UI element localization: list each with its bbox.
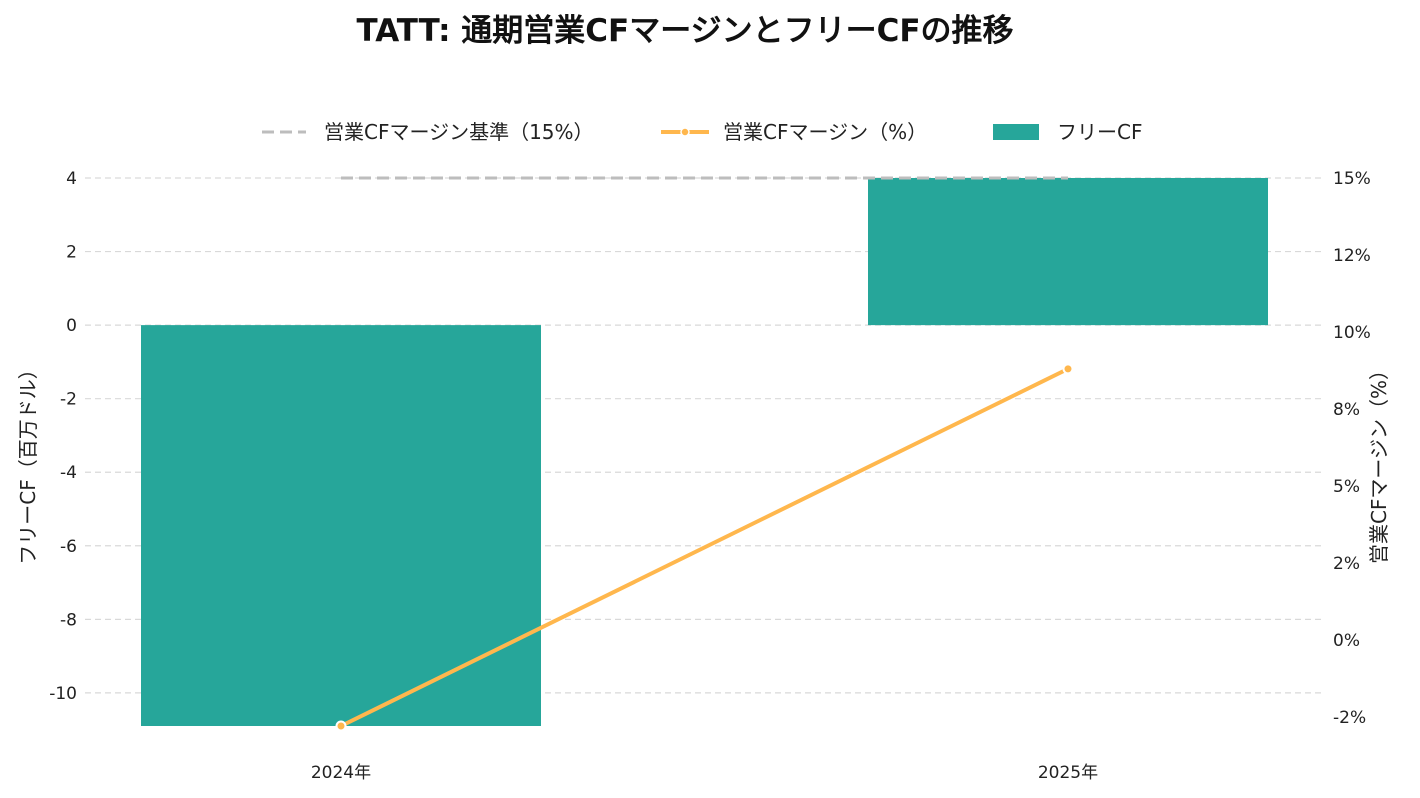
- margin-point: [1062, 363, 1074, 375]
- left-tick-label: 4: [66, 169, 77, 189]
- right-tick-label: 0%: [1333, 631, 1360, 651]
- left-tick-label: -6: [60, 537, 77, 557]
- right-tick-label: 12%: [1333, 246, 1371, 266]
- bar-free-cf: [868, 178, 1268, 326]
- right-tick-label: 10%: [1333, 323, 1371, 343]
- left-axis-label: フリーCF（百万ドル）: [16, 359, 40, 564]
- left-tick-label: -2: [60, 390, 77, 410]
- margin-point: [335, 720, 347, 732]
- legend-marker-point: [680, 127, 690, 137]
- legend-label: 営業CFマージン（%）: [723, 120, 927, 144]
- left-tick-label: 0: [66, 316, 77, 336]
- x-tick-label: 2025年: [1038, 763, 1098, 783]
- right-tick-label: 5%: [1333, 477, 1360, 497]
- left-tick-label: 2: [66, 243, 77, 263]
- left-axis-ticks: 4 2 0 -2 -4 -6 -8 -10: [49, 169, 77, 704]
- margin-line: [340, 367, 1069, 728]
- margin-line-layer: [335, 363, 1074, 732]
- legend-marker-bar: [993, 124, 1039, 140]
- legend: 営業CFマージン基準（15%） 営業CFマージン（%） フリーCF: [262, 120, 1142, 144]
- left-tick-label: -8: [60, 610, 77, 630]
- bar-layer: [141, 178, 1268, 726]
- right-tick-label: -2%: [1333, 708, 1366, 728]
- legend-label: フリーCF: [1057, 120, 1142, 144]
- left-tick-label: -4: [60, 463, 77, 483]
- chart-title: TATT: 通期営業CFマージンとフリーCFの推移: [356, 13, 1013, 49]
- right-axis-ticks: 15% 12% 10% 8% 5% 2% 0% -2%: [1333, 169, 1371, 728]
- right-axis-label: 営業CFマージン（%）: [1367, 360, 1391, 564]
- bar-free-cf: [141, 325, 541, 726]
- right-tick-label: 8%: [1333, 400, 1360, 420]
- right-tick-label: 2%: [1333, 554, 1360, 574]
- left-tick-label: -10: [49, 684, 77, 704]
- x-axis-ticks: 2024年 2025年: [311, 763, 1098, 783]
- right-tick-label: 15%: [1333, 169, 1371, 189]
- legend-label: 営業CFマージン基準（15%）: [324, 120, 594, 144]
- x-tick-label: 2024年: [311, 763, 371, 783]
